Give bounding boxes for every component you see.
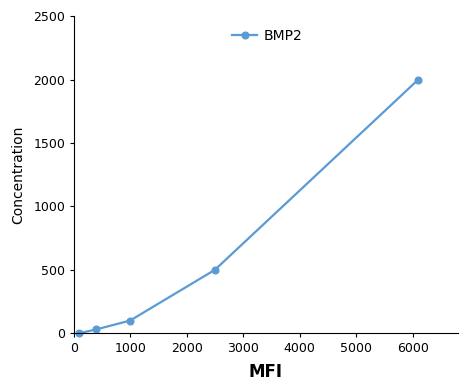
- Line: BMP2: BMP2: [76, 76, 422, 337]
- BMP2: [93, 327, 99, 332]
- BMP2: [76, 331, 82, 336]
- BMP2: [212, 267, 218, 272]
- Legend: BMP2: BMP2: [227, 23, 309, 48]
- Y-axis label: Concentration: Concentration: [11, 125, 25, 224]
- BMP2: [128, 318, 133, 323]
- BMP2: [416, 77, 421, 82]
- X-axis label: MFI: MFI: [249, 363, 283, 381]
